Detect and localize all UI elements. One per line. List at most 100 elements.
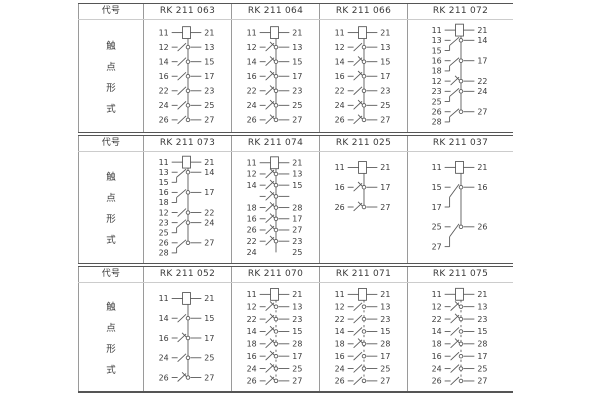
- terminal-label: 24: [432, 364, 442, 373]
- terminal-label: 16: [335, 72, 345, 81]
- contact-row: 22 23: [432, 313, 487, 324]
- contact-form-side-label: 触点形式: [78, 283, 143, 391]
- terminal-label: 25: [292, 101, 302, 110]
- band-header-row: 代号 RK 211 052 RK 211 070 RK 211 071 RK 211 0…: [78, 267, 513, 283]
- terminal-label: 16: [159, 188, 169, 197]
- terminal-label: 15: [477, 327, 487, 336]
- terminal-label: 23: [380, 315, 390, 324]
- terminal-label: 21: [477, 163, 487, 172]
- terminal-label: 11: [432, 290, 442, 299]
- terminal-label: 21: [292, 290, 302, 299]
- contact-row: 11 21: [159, 292, 214, 305]
- contact-row: 24 25: [335, 99, 390, 110]
- terminal-label: 11: [247, 290, 257, 299]
- terminal-label: 14: [159, 57, 169, 66]
- contact-row: 14 15: [159, 313, 214, 323]
- terminal-label: 23: [204, 87, 214, 96]
- contact-diagram-cell: 11 21 12 13 22 23 14 15 18 28 16 17 24 25 26 27: [231, 283, 319, 391]
- code-header-label: 代号: [78, 267, 143, 282]
- contact-row: 24 25: [247, 248, 303, 257]
- band-header-row: 代号 RK 211 073 RK 211 074 RK 211 025 RK 211 0…: [78, 136, 513, 152]
- model-code-header: RK 211 073: [143, 136, 231, 151]
- terminal-label: 28: [292, 203, 302, 212]
- terminal-label: 26: [159, 116, 169, 125]
- terminal-label: 21: [380, 290, 390, 299]
- contact-row: 16 17: [247, 213, 302, 224]
- terminal-label: 24: [335, 101, 345, 110]
- terminal-label: 14: [477, 36, 487, 45]
- terminal-label: 15: [292, 57, 302, 66]
- terminal-label: 27: [292, 226, 302, 235]
- terminal-label: 18: [247, 203, 257, 212]
- band-body-row: 触点形式 11 21 14 15 16 17 24 25 26 27 11 21 12 13 22 23 14 15…: [78, 283, 513, 391]
- terminal-label: 27: [204, 239, 214, 248]
- terminal-label: 14: [204, 168, 214, 177]
- contact-row: 16 17: [335, 351, 390, 361]
- model-code-header: RK 211 025: [319, 136, 407, 151]
- terminal-label: 24: [477, 87, 487, 96]
- contact-row: 18 28: [247, 202, 302, 212]
- terminal-label: 27: [204, 373, 214, 382]
- terminal-label: 24: [204, 218, 214, 227]
- contact-row: 13 14 15: [432, 36, 488, 55]
- contact-row: 11 21: [159, 155, 214, 169]
- terminal-label: 14: [432, 327, 442, 336]
- terminal-label: 23: [432, 87, 442, 96]
- terminal-label: 27: [477, 108, 487, 117]
- terminal-label: 25: [380, 101, 390, 110]
- contact-form-side-label: 触点形式: [78, 20, 143, 132]
- terminal-label: 22: [247, 237, 257, 246]
- terminal-label: 25: [204, 101, 214, 110]
- contact-diagram-cell: 11 21 16 17 26 27: [319, 152, 407, 263]
- terminal-label: 21: [204, 294, 214, 303]
- contact-row: 22 23: [247, 313, 302, 324]
- side-label-char: 点: [106, 193, 116, 204]
- side-label-char: 点: [106, 61, 116, 73]
- terminal-label: 13: [292, 303, 302, 312]
- terminal-label: 22: [204, 208, 214, 217]
- terminal-label: 26: [335, 116, 345, 125]
- terminal-label: 24: [247, 101, 257, 110]
- terminal-label: 26: [432, 377, 442, 386]
- contact-row: 18 28: [247, 338, 302, 349]
- contact-row: 11 21: [247, 287, 302, 301]
- terminal-label: 26: [335, 377, 345, 386]
- contact-row: 16 17 18: [159, 188, 215, 207]
- terminal-label: 15: [159, 178, 169, 187]
- contact-row: 11 21: [432, 160, 487, 174]
- contact-row: 12 13: [247, 301, 302, 312]
- contact-row: 18 28: [335, 338, 390, 349]
- terminal-label: 22: [477, 77, 487, 86]
- contact-diagram-cell: 11 21 15 16 17 25 26 27: [407, 152, 513, 263]
- terminal-label: 17: [204, 72, 214, 81]
- model-code-header: RK 211 063: [143, 4, 231, 19]
- terminal-label: 17: [292, 215, 302, 224]
- contact-row: 15 16 17: [432, 183, 488, 212]
- terminal-label: 18: [335, 340, 345, 349]
- contact-row: 13 14 15: [159, 168, 215, 187]
- contact-row: 26 27: [247, 224, 302, 235]
- side-label-char: 形: [106, 343, 116, 355]
- side-label-char: 形: [106, 82, 116, 94]
- terminal-label: 11: [159, 294, 169, 303]
- contact-form-side-label: 触点形式: [78, 152, 143, 263]
- terminal-label: 28: [292, 340, 302, 349]
- terminal-label: 21: [204, 158, 214, 167]
- terminal-label: 13: [159, 168, 169, 177]
- terminal-label: 12: [247, 43, 257, 52]
- terminal-label: 23: [380, 87, 390, 96]
- contact-row: 14 15: [247, 56, 302, 66]
- terminal-label: 25: [477, 364, 487, 373]
- contact-row: 11 21: [159, 26, 214, 39]
- terminal-label: 26: [432, 108, 442, 117]
- contact-row: 26 27: [247, 114, 302, 125]
- terminal-label: 18: [159, 198, 169, 207]
- terminal-label: 12: [159, 208, 169, 217]
- terminal-label: 23: [292, 237, 302, 246]
